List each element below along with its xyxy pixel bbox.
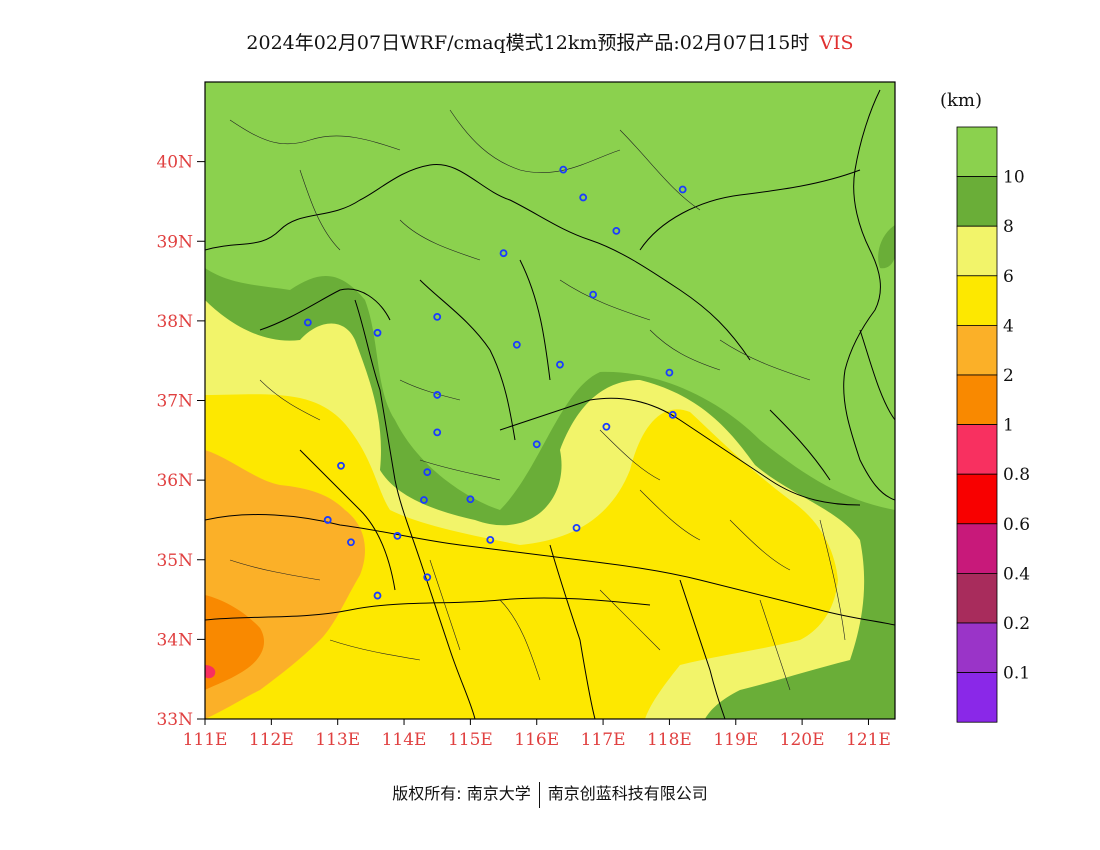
monitoring-station-marker — [337, 461, 345, 470]
province-boundaries — [205, 163, 895, 719]
monitoring-station-marker — [433, 428, 442, 437]
legend-swatch — [956, 275, 998, 326]
legend-swatch — [956, 473, 998, 525]
monitoring-station-marker — [665, 368, 674, 377]
footer-right: 南京创蓝科技有限公司 — [547, 784, 708, 803]
legend-swatch — [956, 324, 998, 376]
monitoring-station-marker — [559, 165, 568, 174]
legend-swatch — [956, 523, 998, 574]
map-title: 2024年02月07日WRF/cmaq模式12km预报产品:02月07日15时 V… — [0, 28, 1100, 55]
lon-tick-label: 117E — [581, 730, 626, 750]
monitoring-station-marker — [678, 185, 687, 194]
legend-value-label: 0.6 — [1003, 515, 1030, 535]
monitoring-station-marker — [612, 226, 621, 235]
station-markers — [303, 165, 687, 600]
coastline — [843, 89, 895, 501]
legend-value-label: 2 — [1003, 366, 1014, 386]
footer-separator — [538, 781, 540, 808]
legend-value-label: 0.1 — [1003, 664, 1030, 684]
legend-value-label: 0.2 — [1003, 614, 1030, 634]
legend-value-label: 6 — [1003, 267, 1014, 287]
monitoring-station-marker — [589, 290, 598, 299]
county-boundaries — [229, 109, 846, 691]
monitoring-station-marker — [433, 312, 442, 321]
monitoring-station-marker — [486, 535, 495, 544]
monitoring-station-marker — [499, 249, 508, 258]
legend-swatch — [956, 573, 998, 624]
lat-tick-label: 33N — [156, 710, 193, 730]
lat-tick-label: 40N — [156, 153, 193, 173]
vis-band-4-6 — [205, 394, 838, 719]
monitoring-station-marker — [303, 318, 312, 327]
monitoring-station-marker — [323, 516, 332, 524]
monitoring-station-marker — [466, 495, 475, 504]
legend-swatch — [956, 672, 998, 723]
monitoring-station-marker — [433, 391, 442, 399]
legend-swatch — [956, 424, 998, 475]
monitoring-station-marker — [423, 468, 432, 477]
monitoring-station-marker — [572, 524, 581, 532]
monitoring-station-marker — [579, 193, 588, 202]
longitude-axis: 111E 112E 113E 114E 115E 116E 117E 118E 119E 120E… — [183, 719, 891, 750]
monitoring-station-marker — [373, 591, 382, 600]
lat-tick-label: 34N — [156, 630, 193, 650]
monitoring-station-marker — [602, 422, 611, 431]
legend-value-label: 10 — [1003, 168, 1025, 188]
lat-tick-label: 37N — [156, 392, 193, 412]
monitoring-station-marker — [668, 410, 677, 419]
lon-tick-label: 119E — [713, 730, 758, 750]
lat-tick-label: 36N — [156, 471, 193, 491]
lon-tick-label: 114E — [382, 730, 427, 750]
lon-tick-label: 118E — [647, 730, 692, 750]
legend-swatch — [956, 126, 998, 177]
legend-swatch — [956, 225, 998, 277]
lon-tick-label: 121E — [846, 730, 891, 750]
lat-tick-label: 38N — [156, 312, 193, 332]
legend-value-label: 1 — [1003, 416, 1014, 436]
lon-tick-label: 113E — [315, 730, 360, 750]
vis-band-lt1 — [205, 665, 216, 679]
legend-value-label: 8 — [1003, 217, 1014, 237]
monitoring-station-marker — [532, 440, 541, 449]
title-variable: VIS — [819, 32, 854, 54]
title-main: 2024年02月07日WRF/cmaq模式12km预报产品:02月07日15时 — [246, 32, 810, 54]
monitoring-station-marker — [556, 360, 564, 369]
lon-tick-label: 115E — [448, 730, 493, 750]
monitoring-station-marker — [347, 538, 355, 547]
lon-tick-label: 120E — [780, 730, 825, 750]
copyright-footer: 版权所有: 南京大学 南京创蓝科技有限公司 — [0, 780, 1100, 808]
vis-band-8-10-east — [878, 225, 895, 269]
colorbar-legend: 10 8 6 4 2 1 0.8 0.6 0.4 0.2 0.1 — [956, 126, 1030, 723]
map-field — [205, 82, 895, 719]
legend-value-label: 0.4 — [1003, 564, 1030, 584]
legend-value-label: 0.8 — [1003, 465, 1030, 485]
lon-tick-label: 111E — [183, 730, 228, 750]
monitoring-station-marker — [393, 531, 402, 540]
monitoring-station-marker — [373, 328, 382, 337]
legend-swatch — [956, 374, 998, 425]
monitoring-station-marker — [423, 573, 432, 582]
lon-tick-label: 116E — [514, 730, 559, 750]
lon-tick-label: 112E — [249, 730, 294, 750]
lat-tick-label: 35N — [156, 551, 193, 571]
legend-swatch — [956, 622, 998, 673]
monitoring-station-marker — [420, 496, 428, 504]
latitude-axis: 40N 39N 38N 37N 36N 35N 34N 33N — [156, 153, 205, 730]
legend-swatch — [956, 176, 998, 227]
monitoring-station-marker — [512, 340, 521, 349]
footer-left: 版权所有: 南京大学 — [392, 784, 531, 803]
lat-tick-label: 39N — [156, 232, 193, 252]
legend-value-label: 4 — [1003, 316, 1014, 336]
legend-unit: (km) — [940, 90, 983, 111]
